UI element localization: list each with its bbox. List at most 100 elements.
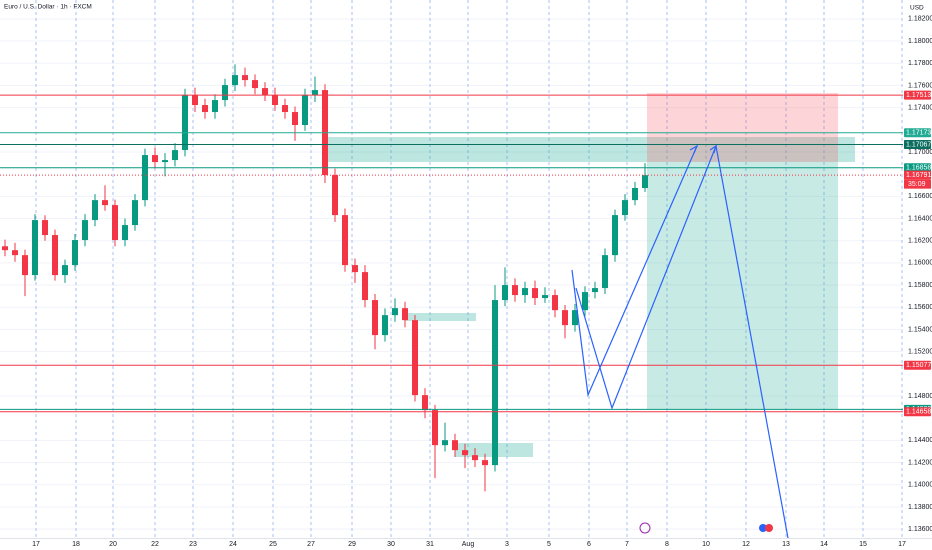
y-tick-label: 1.16000 [908, 260, 932, 267]
candle-body [332, 175, 338, 216]
candle-body [202, 105, 208, 113]
price-badge [904, 163, 931, 173]
candle-body [612, 215, 618, 256]
candle-body [552, 295, 558, 311]
target-zone [647, 162, 838, 409]
candle-body [602, 255, 608, 289]
candle-body [302, 95, 308, 126]
candle-body [562, 310, 568, 326]
candle-body [42, 220, 48, 236]
event-icon[interactable] [639, 522, 651, 534]
candle-body [252, 80, 258, 89]
x-tick-label: 27 [307, 541, 315, 548]
x-tick-label: 14 [820, 541, 828, 548]
x-tick-label: 24 [229, 541, 237, 548]
x-tick-label: 20 [109, 541, 117, 548]
x-tick-label: 12 [742, 541, 750, 548]
candle-body [372, 300, 378, 336]
y-tick-label: 1.14200 [908, 459, 932, 466]
candle-body [442, 440, 448, 446]
price-badge [904, 90, 931, 100]
x-tick-label: 18 [72, 541, 80, 548]
price-badge-label: 1.17067 [906, 141, 931, 148]
candle-body [262, 88, 268, 96]
y-tick-label: 1.15800 [908, 282, 932, 289]
candle-body [522, 288, 528, 296]
candle-body [32, 220, 38, 276]
candle-body [422, 395, 428, 411]
candle-body [182, 95, 188, 151]
candle-body [212, 100, 218, 113]
candle-body [292, 112, 298, 126]
x-tick-label: 3 [505, 541, 509, 548]
price-badge [904, 140, 931, 150]
candle-body [72, 240, 78, 266]
candle-body [592, 288, 598, 293]
candle-body [22, 255, 28, 276]
price-badge [904, 170, 931, 180]
y-tick-label: 1.16600 [908, 193, 932, 200]
candle-body [632, 188, 638, 201]
x-tick-label: 13 [782, 541, 790, 548]
arrowhead [689, 144, 699, 154]
candle-body [242, 75, 248, 81]
event-icon[interactable] [759, 524, 767, 532]
x-tick-label: 17 [898, 541, 906, 548]
candle-body [342, 215, 348, 266]
countdown: 35:09 [908, 181, 926, 188]
candle-body [362, 272, 368, 301]
grid [0, 0, 903, 538]
y-tick-label: 1.13600 [908, 526, 932, 533]
candle-body [92, 200, 98, 221]
symbol-title: Euro / U.S. Dollar · 1h · FXCM [4, 4, 92, 11]
candle-body [222, 85, 228, 101]
candle-body [472, 455, 478, 461]
candle-body [462, 450, 468, 456]
candle-body [82, 220, 88, 241]
x-tick-label: 25 [269, 541, 277, 548]
candle-body [312, 90, 318, 96]
candle-body [622, 200, 628, 216]
candle-body [52, 235, 58, 276]
candle-body [402, 308, 408, 321]
x-tick-label: 29 [348, 541, 356, 548]
price-badge [904, 407, 931, 417]
zone [405, 313, 476, 321]
countdown-badge [904, 179, 931, 189]
price-badge-label: 1.16858 [906, 165, 931, 172]
candle-body [12, 250, 18, 256]
y-tick-label: 1.17600 [908, 82, 932, 89]
x-tick-label: 23 [189, 541, 197, 548]
y-tick-label: 1.17800 [908, 60, 932, 67]
zone [325, 137, 855, 162]
y-tick-label: 1.14000 [908, 482, 932, 489]
axis: 1.18200 1.18000 1.17800 1.17600 1.17400 1.170… [32, 16, 932, 548]
candle-body [162, 160, 168, 163]
candle-body [272, 95, 278, 106]
candle-body [512, 285, 518, 296]
x-tick-label: 6 [587, 541, 591, 548]
candle-body [432, 410, 438, 446]
candle-body [542, 295, 548, 299]
y-tick-label: 1.16200 [908, 238, 932, 245]
candle-body [352, 265, 358, 273]
price-badge-label: 1.17513 [906, 92, 931, 99]
candle-body [642, 175, 648, 189]
candle-body [502, 285, 508, 301]
candle-body [152, 155, 158, 163]
event-icon[interactable] [765, 524, 773, 532]
candle-body [412, 320, 418, 396]
price-badge [904, 128, 931, 138]
x-tick-label: 31 [426, 541, 434, 548]
x-tick-label: 8 [665, 541, 669, 548]
y-tick-label: 1.14800 [908, 393, 932, 400]
candle-body [102, 200, 108, 206]
y-tick-label: 1.13800 [908, 504, 932, 511]
stop-zone [647, 93, 838, 162]
candle-body [132, 200, 138, 226]
price-badge [904, 360, 931, 370]
price-badge-label: 1.14658 [906, 409, 931, 416]
price-badge-label: 1.17173 [906, 130, 931, 137]
axis-unit: USD [910, 5, 924, 12]
